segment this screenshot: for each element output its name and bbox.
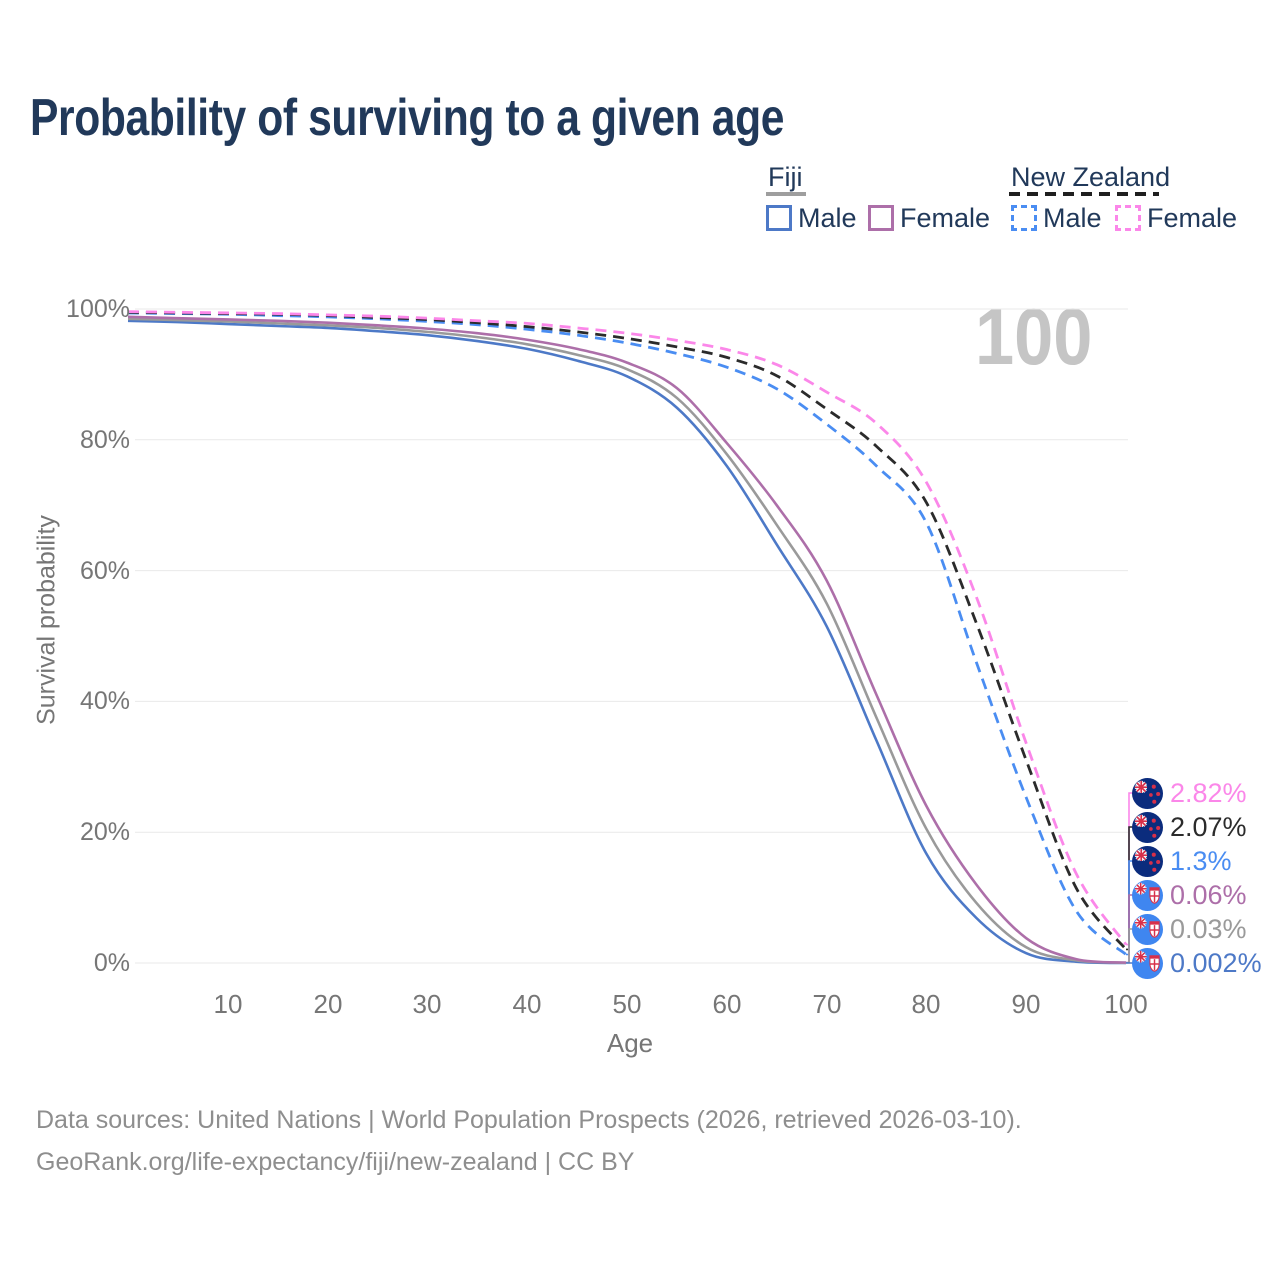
x-tick-label: 70 xyxy=(812,989,842,1019)
fiji-flag-icon xyxy=(1132,879,1163,911)
series-line xyxy=(127,310,1128,951)
legend-swatch xyxy=(1115,205,1141,231)
end-label-value: 2.82% xyxy=(1170,777,1247,808)
x-tick-label: 40 xyxy=(512,989,542,1019)
new-zealand-flag-icon xyxy=(1132,777,1163,809)
legend-underline xyxy=(766,192,806,196)
series-line xyxy=(127,310,1128,946)
y-axis-title: Survival probability xyxy=(32,515,61,725)
series-line xyxy=(127,315,1127,964)
legend-item-label: Male xyxy=(798,203,857,233)
series-end-label: 0.03% xyxy=(1132,912,1247,946)
y-tick-label: 80% xyxy=(79,426,130,454)
legend-swatch xyxy=(868,205,894,231)
series-end-label: 0.002% xyxy=(1132,946,1262,980)
y-tick-label: 20% xyxy=(79,818,130,846)
series-end-label: 0.06% xyxy=(1132,878,1247,912)
legend-swatch xyxy=(766,205,792,231)
legend-item-label: Female xyxy=(1147,203,1238,233)
series-end-label: 2.07% xyxy=(1132,810,1247,844)
x-axis-title: Age xyxy=(606,1028,654,1058)
y-tick-label: 40% xyxy=(79,687,130,715)
x-tick-label: 100 xyxy=(1104,989,1148,1019)
y-tick-label: 100% xyxy=(66,295,130,323)
legend-item-fiji-female[interactable]: Female xyxy=(868,203,991,233)
x-tick-label: 60 xyxy=(712,989,742,1019)
new-zealand-flag-icon xyxy=(1132,845,1163,877)
x-tick-label: 50 xyxy=(612,989,642,1019)
x-tick-label: 80 xyxy=(911,989,941,1019)
fiji-flag-icon xyxy=(1132,947,1163,979)
legend-group-new-zealand-label: New Zealand xyxy=(1011,162,1171,192)
page-title: Probability of surviving to a given age xyxy=(30,89,785,147)
y-tick-label: 60% xyxy=(79,557,130,585)
x-tick-label: 20 xyxy=(313,989,343,1019)
end-label-value: 0.03% xyxy=(1170,913,1247,944)
end-label-value: 0.06% xyxy=(1170,879,1247,910)
legend-item-label: Male xyxy=(1043,203,1102,233)
age-watermark: 100 xyxy=(975,292,1093,381)
end-label-value: 1.3% xyxy=(1170,845,1232,876)
footer-attribution: GeoRank.org/life-expectancy/fiji/new-zea… xyxy=(36,1148,635,1176)
legend-swatch xyxy=(1011,205,1037,231)
fiji-flag-icon xyxy=(1132,913,1163,945)
x-tick-label: 90 xyxy=(1011,989,1041,1019)
x-tick-label: 10 xyxy=(213,989,243,1019)
end-label-value: 2.07% xyxy=(1170,811,1247,842)
new-zealand-flag-icon xyxy=(1132,811,1163,843)
series-line xyxy=(127,317,1127,965)
series-end-label: 2.82% xyxy=(1132,776,1247,810)
legend-item-nz-female[interactable]: Female xyxy=(1115,203,1238,233)
end-label-value: 0.002% xyxy=(1170,947,1262,978)
series-line xyxy=(127,311,1127,956)
y-tick-label: 0% xyxy=(93,949,130,977)
footer-data-sources: Data sources: United Nations | World Pop… xyxy=(36,1106,1022,1134)
legend-underline xyxy=(1009,192,1159,196)
series-end-label: 1.3% xyxy=(1132,844,1232,878)
legend-item-label: Female xyxy=(900,203,991,233)
x-tick-label: 30 xyxy=(412,989,442,1019)
legend-item-fiji-male[interactable]: Male xyxy=(766,203,857,233)
legend-item-nz-male[interactable]: Male xyxy=(1011,203,1102,233)
legend-group-fiji-label: Fiji xyxy=(768,162,803,192)
series-line xyxy=(127,319,1127,965)
